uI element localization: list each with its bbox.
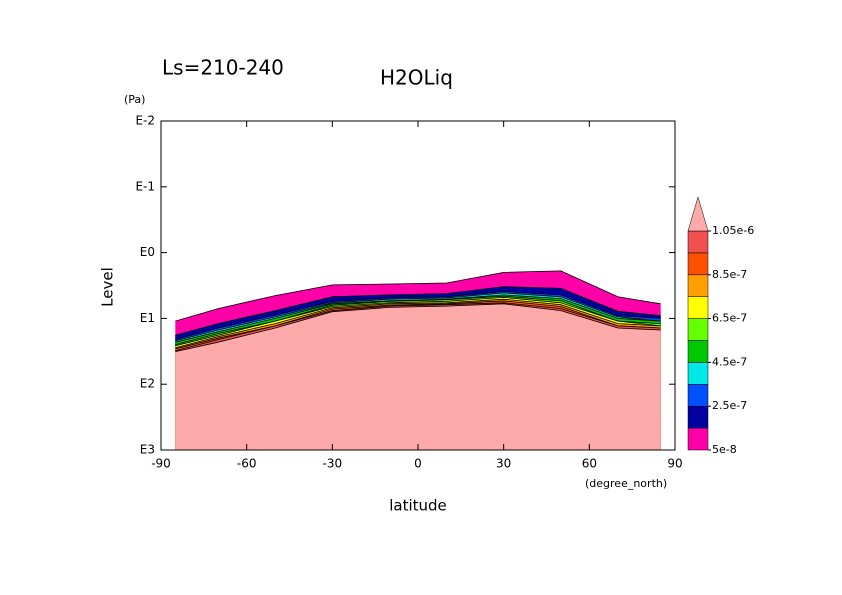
y-tick-label: E0 [140,245,155,259]
y-tick-label: E-1 [135,179,155,193]
colorbar-band [687,252,709,276]
contour-line [175,300,661,350]
x-tick-label: -30 [323,457,343,471]
colorbar-label: 5e-8 [712,443,737,456]
contour-line [175,295,661,345]
contour-line [175,296,661,347]
colorbar-label: 8.5e-7 [712,268,747,281]
colorbar-label: 4.5e-7 [712,355,747,368]
colorbar-label: 1.05e-6 [712,224,754,237]
contour-line [175,291,661,340]
y-tick-label: E-2 [135,114,155,128]
colorbar-band [687,362,709,385]
colorbar-band [687,318,709,341]
colorbar-band [687,405,709,429]
colorbar-extension [687,196,709,232]
x-tick-label: 30 [496,457,511,471]
contour-line [175,298,661,349]
colorbar-label: 2.5e-7 [712,399,747,412]
contour-line [175,270,661,322]
contour-line [175,303,661,352]
colorbar-band [687,384,709,407]
y-tick-label: E3 [140,443,155,457]
contour-band [175,303,661,450]
colorbar-band [687,296,709,319]
y-tick-label: E1 [140,311,155,325]
x-axis-label: latitude [389,497,447,515]
x-tick-label: -90 [151,457,171,471]
x-tick-label: 60 [582,457,597,471]
contour-line [175,286,661,336]
x-unit: (degree_north) [585,477,667,490]
colorbar-band [687,340,709,363]
chart-title: H2OLiq [380,66,453,90]
x-tick-label: 0 [414,457,422,471]
colorbar-band [687,274,709,297]
contour-line [175,294,661,343]
colorbar-label: 6.5e-7 [712,312,747,325]
contour-line [175,302,661,352]
y-tick-label: E2 [140,377,155,391]
x-tick-label: 90 [667,457,682,471]
colorbar-band [687,427,709,451]
annotation: Ls=210-240 [162,56,284,80]
y-axis-label: Level [99,267,117,307]
y-unit: (Pa) [124,93,145,106]
x-tick-label: -60 [237,457,257,471]
contour-line [175,292,661,342]
colorbar-band [687,230,709,254]
